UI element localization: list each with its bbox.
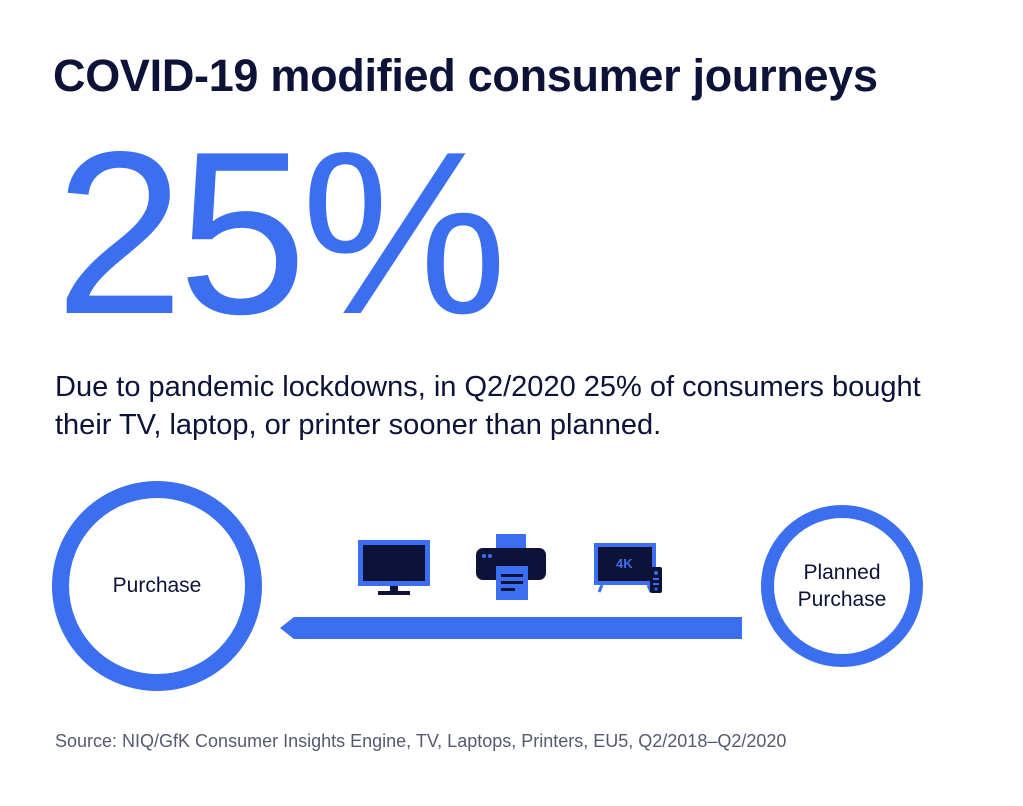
planned-label-line2: Purchase <box>797 588 887 611</box>
planned-purchase-circle: Planned Purchase <box>761 505 923 667</box>
monitor-icon <box>358 540 430 595</box>
tv-icon-graphic <box>594 543 662 593</box>
planned-label-line1: Planned <box>803 561 881 584</box>
headline-stat: 25% <box>55 104 507 363</box>
printer-icon <box>476 534 546 600</box>
page-title: COVID-19 modified consumer journeys <box>53 50 878 101</box>
stat-description: Due to pandemic lockdowns, in Q2/2020 25… <box>55 371 921 441</box>
tv-4k-badge: 4K <box>616 556 633 571</box>
journey-arrow <box>280 617 742 639</box>
tv-icon: 4K <box>594 543 664 595</box>
purchase-label: Purchase <box>112 574 202 597</box>
source-note: Source: NIQ/GfK Consumer Insights Engine… <box>55 731 787 751</box>
planned-purchase-label: Planned Purchase <box>798 559 887 613</box>
purchase-circle: Purchase <box>52 481 262 691</box>
